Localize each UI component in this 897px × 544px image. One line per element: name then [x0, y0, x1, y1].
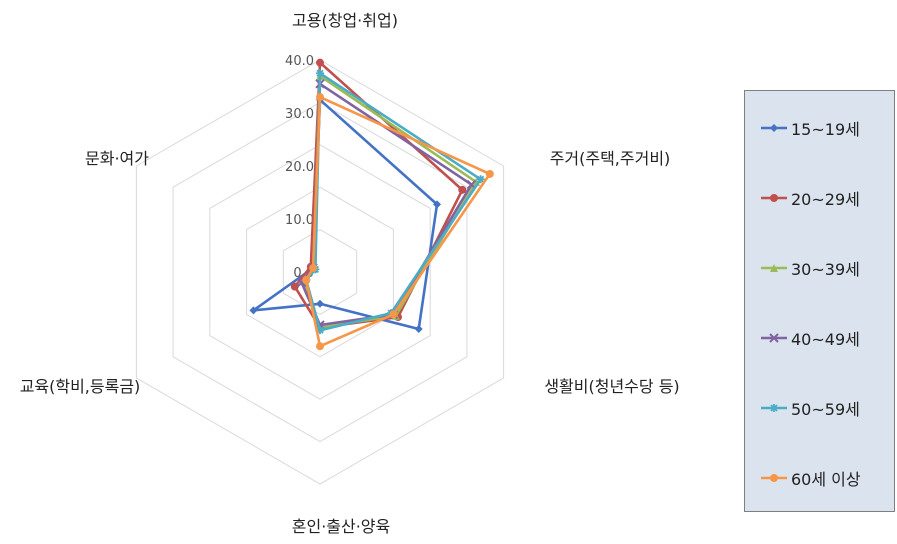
legend-item: 15~19세 — [759, 117, 860, 139]
tick-label: 10.0 — [285, 213, 314, 228]
legend-label: 20~29세 — [791, 190, 860, 209]
axis-label: 혼인·출산·양육 — [292, 517, 391, 536]
legend-marker — [770, 194, 778, 202]
grid-ring — [172, 101, 468, 443]
legend-marker — [770, 474, 778, 482]
legend-swatch — [761, 474, 787, 482]
axis-label: 생활비(청년수당 등) — [544, 377, 679, 396]
legend-label: 40~49세 — [791, 330, 860, 349]
radar-plot: 0.010.020.030.040.0고용(창업·취업)주거(주택,주거비)생활… — [20, 11, 680, 536]
axis-label: 주거(주택,주거비) — [550, 149, 671, 168]
data-point — [309, 264, 318, 273]
series-3 — [299, 71, 481, 332]
legend-item: 30~39세 — [759, 257, 860, 279]
data-point — [249, 306, 258, 315]
data-point — [389, 310, 398, 319]
data-point — [316, 69, 324, 78]
legend-marker — [769, 333, 779, 343]
legend: 15~19세 20~29세 30~39세 40~49세 50~59세 60세 이상 — [744, 90, 895, 512]
legend-label: 60세 이상 — [791, 470, 861, 489]
data-point — [316, 58, 324, 67]
series-line — [302, 74, 478, 329]
legend-item: 60세 이상 — [759, 467, 861, 489]
series-1 — [249, 95, 442, 333]
grid-ring — [135, 59, 505, 485]
grid-ring — [246, 186, 394, 358]
data-point — [302, 275, 311, 284]
data-point — [433, 200, 442, 209]
legend-swatch — [761, 404, 787, 412]
legend-item: 40~49세 — [759, 327, 860, 349]
grid-ring — [282, 229, 358, 315]
legend-marker — [770, 124, 778, 132]
legend-swatch — [761, 194, 787, 202]
axis-label: 고용(창업·취업) — [292, 11, 398, 30]
axis-label: 교육(학비,등록금) — [20, 377, 141, 396]
data-point — [316, 299, 324, 308]
legend-swatch — [761, 333, 787, 343]
data-point — [316, 326, 324, 335]
axis-label: 문화·여가 — [85, 149, 149, 168]
data-point — [476, 175, 485, 184]
data-point — [485, 169, 494, 178]
legend-swatch — [761, 264, 787, 272]
data-point — [414, 324, 423, 333]
series-6 — [302, 93, 494, 351]
legend-label: 30~39세 — [791, 260, 860, 279]
data-point — [316, 93, 324, 102]
legend-item: 20~29세 — [759, 187, 860, 209]
tick-label: 20.0 — [285, 160, 314, 175]
grid-ring — [209, 144, 431, 400]
radar-grid — [135, 59, 505, 485]
tick-label: 30.0 — [285, 107, 314, 122]
data-point — [316, 342, 324, 351]
legend-marker — [770, 264, 778, 272]
legend-label: 15~19세 — [791, 120, 860, 139]
tick-label: 40.0 — [285, 54, 314, 69]
legend-marker — [770, 404, 778, 412]
data-point — [458, 185, 467, 194]
legend-swatch — [761, 124, 787, 132]
legend-item: 50~59세 — [759, 397, 860, 419]
legend-label: 50~59세 — [791, 400, 860, 419]
data-point — [290, 282, 299, 291]
